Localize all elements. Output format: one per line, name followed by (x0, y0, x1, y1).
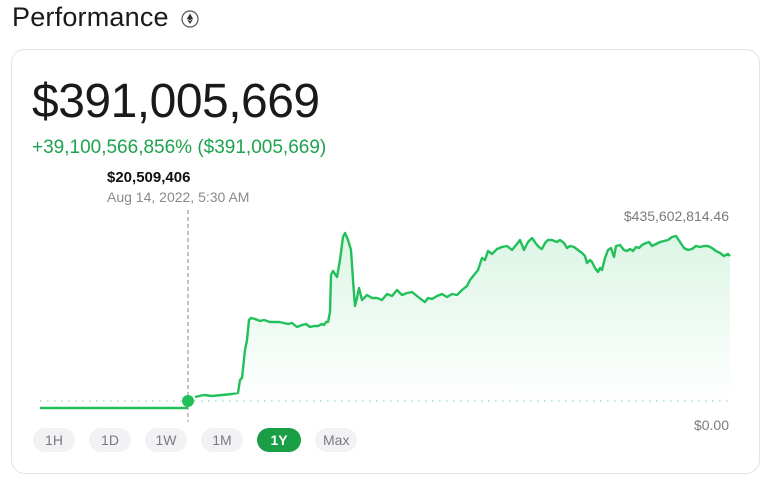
performance-chart[interactable] (12, 50, 759, 473)
max-value-label: $435,602,814.46 (623, 208, 729, 224)
ethereum-icon[interactable] (181, 10, 199, 28)
header: Performance (12, 2, 199, 33)
time-range-selector: 1H 1D 1W 1M 1Y Max (33, 428, 358, 452)
page-title: Performance (12, 2, 169, 32)
tooltip-value: $20,509,406 (107, 169, 191, 186)
tooltip-date: Aug 14, 2022, 5:30 AM (107, 189, 250, 205)
chart-area-fill (195, 233, 730, 401)
range-max-button[interactable]: Max (315, 428, 358, 452)
range-1w-button[interactable]: 1W (145, 428, 187, 452)
performance-card: $391,005,669 +39,100,566,856% ($391,005,… (11, 49, 760, 474)
chart-line (194, 231, 731, 399)
portfolio-value: $391,005,669 (32, 75, 320, 128)
range-1h-button[interactable]: 1H (33, 428, 75, 452)
portfolio-change: +39,100,566,856% ($391,005,669) (32, 137, 327, 158)
range-1m-button[interactable]: 1M (201, 428, 243, 452)
range-1d-button[interactable]: 1D (89, 428, 131, 452)
range-1y-button[interactable]: 1Y (257, 428, 301, 452)
min-value-label: $0.00 (693, 417, 729, 433)
hover-marker-dot[interactable] (182, 395, 194, 407)
